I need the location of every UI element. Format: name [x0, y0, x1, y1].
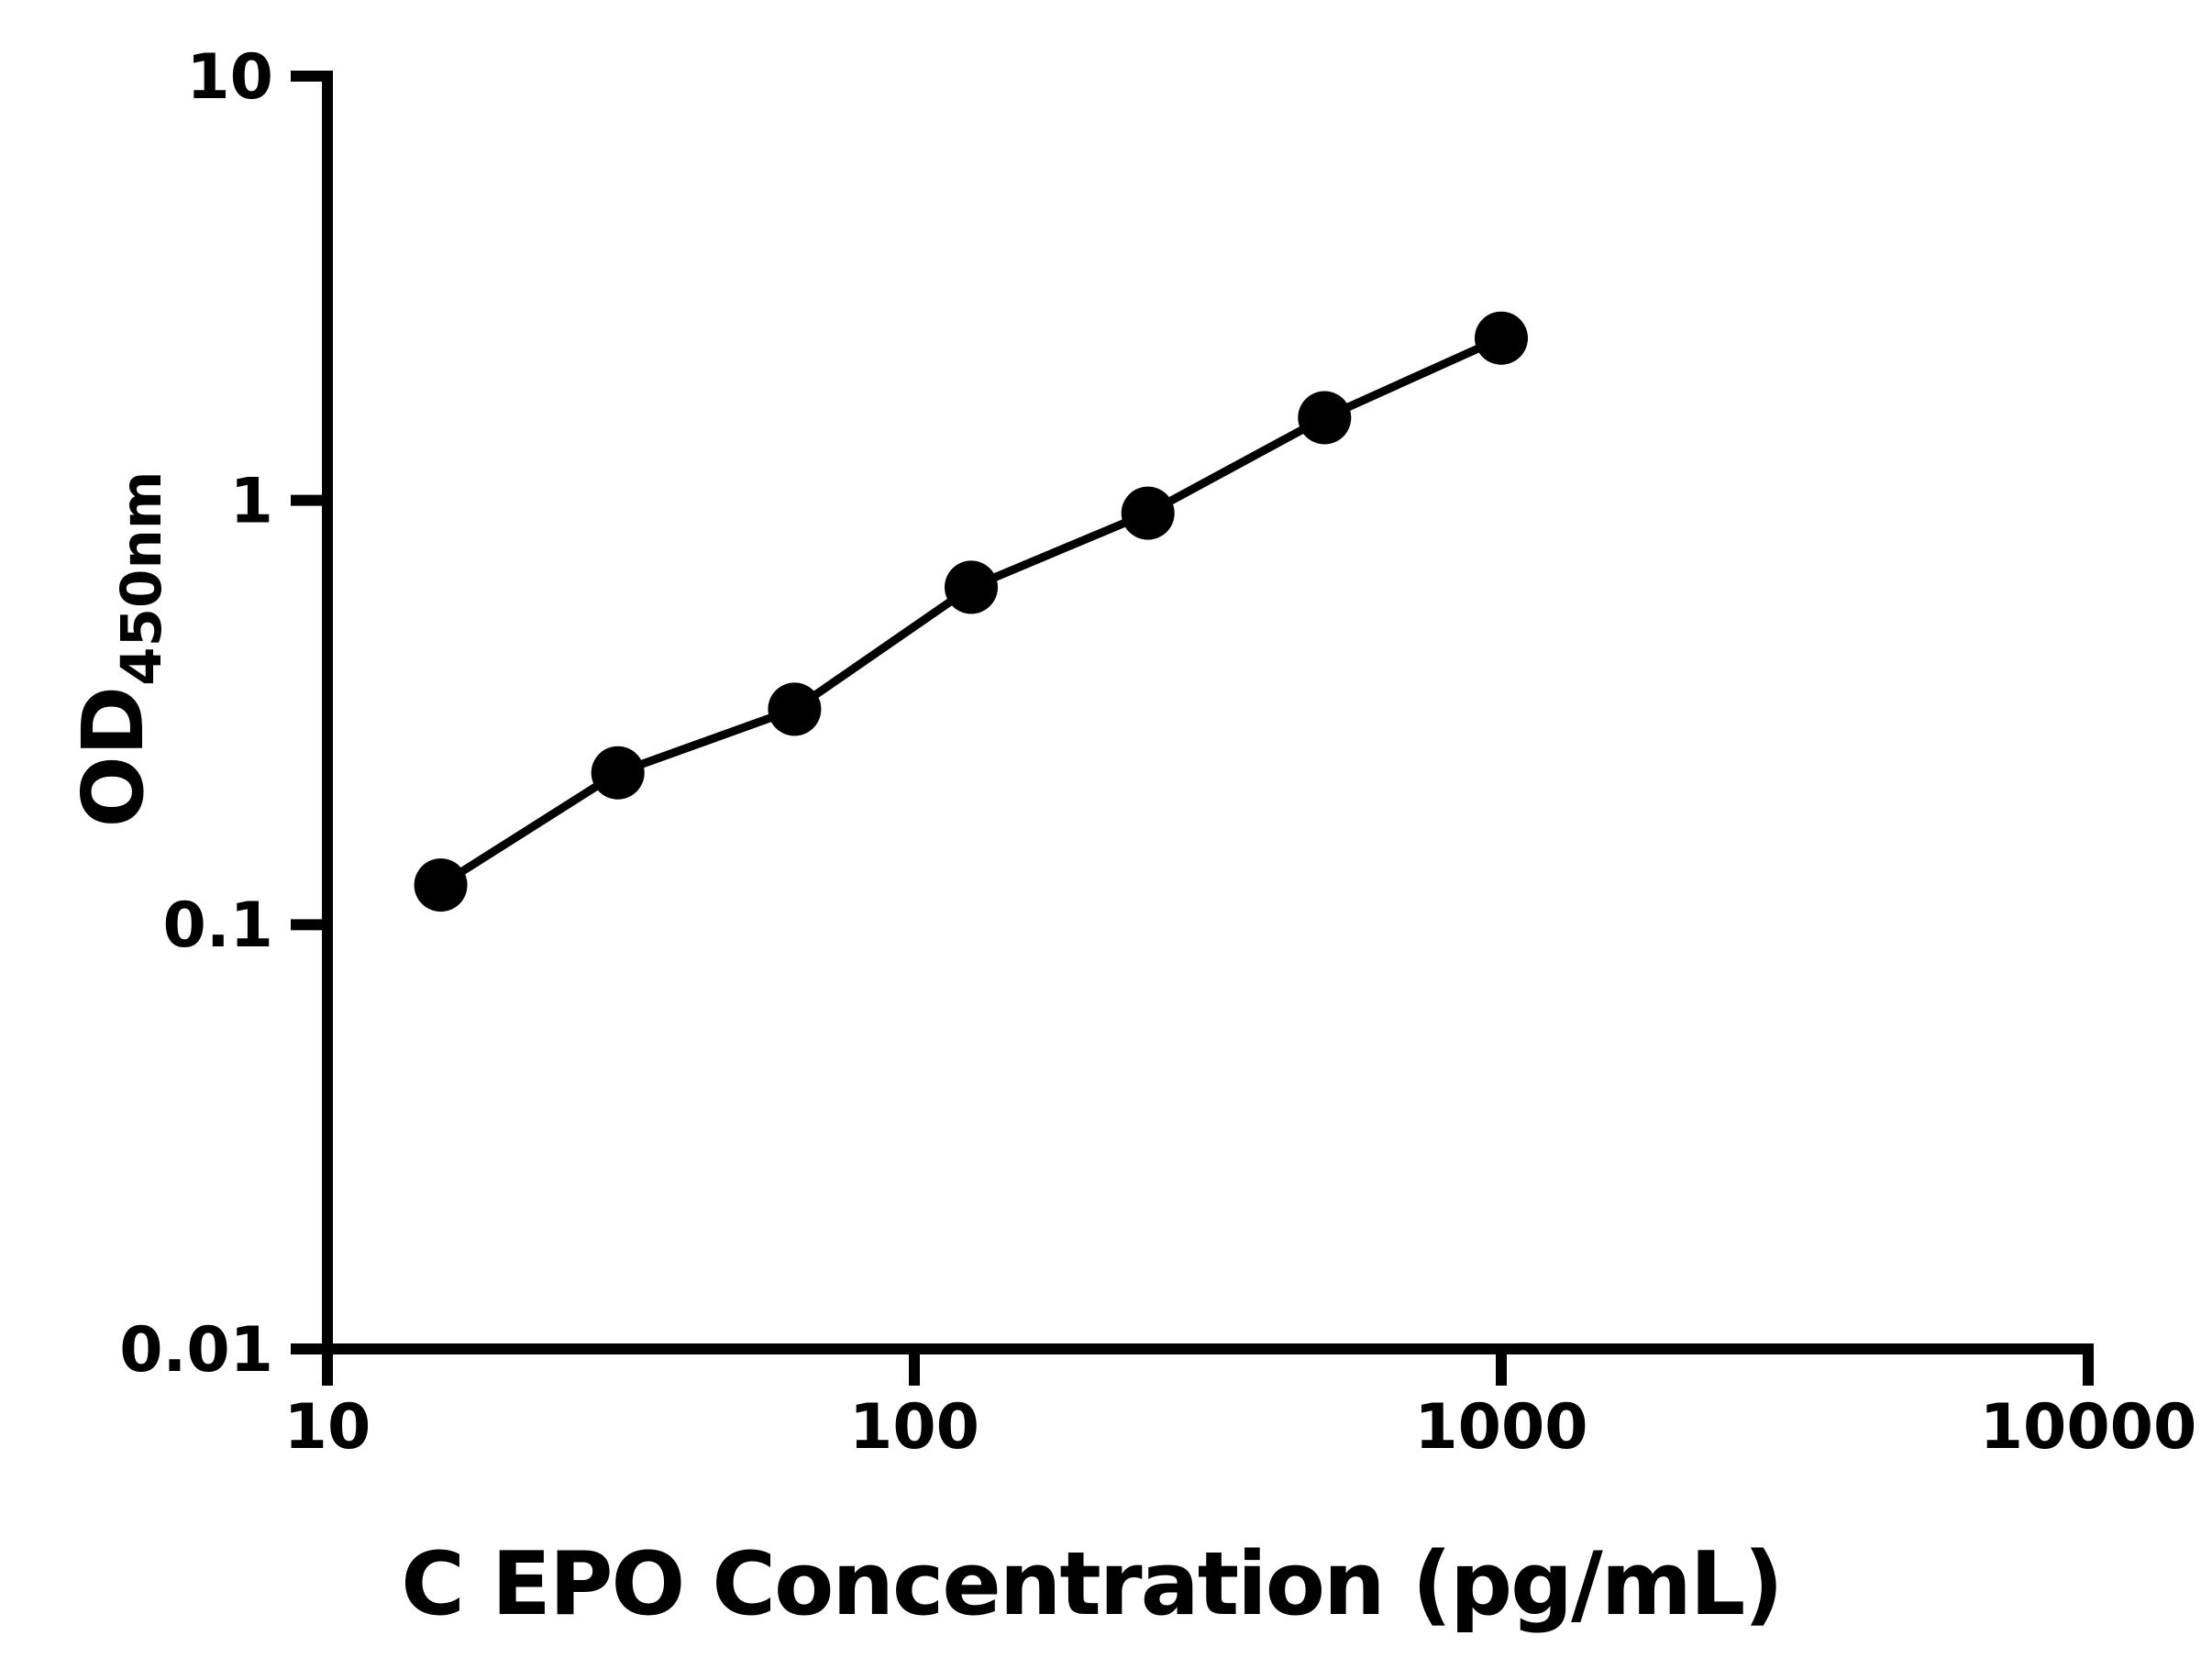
elisa-standard-curve-figure: 0.01 0.1 1 10 10 100 1000 10000 C EPO Concentr… — [37, 15, 2201, 1665]
x-tick-label: 1000 — [1414, 1391, 1587, 1464]
y-tick-label: 1 — [230, 465, 273, 537]
y-tick-label: 0.01 — [119, 1314, 273, 1387]
data-point — [1121, 486, 1175, 540]
data-point — [768, 682, 822, 736]
y-tick-label: 10 — [186, 41, 273, 114]
x-tick-label: 10000 — [1980, 1391, 2197, 1464]
x-axis-title: C EPO Concentration (pg/mL) — [401, 1534, 1782, 1635]
data-point — [945, 560, 998, 614]
y-tick-label: 0.1 — [163, 890, 273, 962]
y-axis-title: OD450nm — [64, 471, 174, 828]
x-tick-label: 10 — [284, 1391, 371, 1464]
data-point — [591, 746, 645, 800]
plot-background — [37, 15, 2201, 1665]
y-axis-ticks — [291, 71, 327, 1354]
x-axis-ticks — [322, 1349, 2094, 1386]
y-axis-title-main: OD — [64, 686, 162, 828]
elisa-standard-curve-chart: 0.01 0.1 1 10 10 100 1000 10000 C EPO Concentr… — [37, 15, 2201, 1665]
data-series — [414, 311, 1528, 912]
x-tick-label: 100 — [849, 1391, 979, 1464]
data-point — [1298, 391, 1352, 445]
y-axis-title-subscript: 450nm — [109, 471, 174, 686]
y-axis-tick-labels: 0.01 0.1 1 10 — [119, 41, 273, 1387]
x-axis-tick-labels: 10 100 1000 10000 — [284, 1391, 2197, 1464]
data-point — [1475, 311, 1528, 365]
data-point — [414, 858, 468, 912]
